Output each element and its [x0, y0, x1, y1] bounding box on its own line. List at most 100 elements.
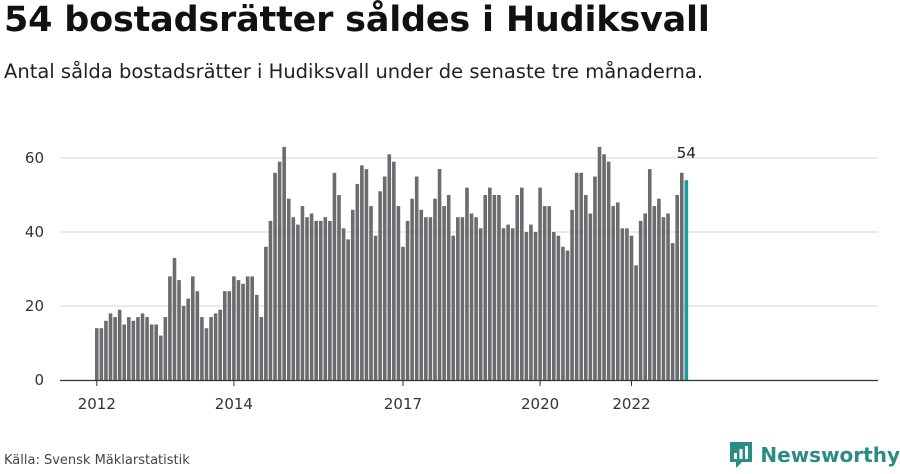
bar [177, 280, 181, 380]
bar [583, 195, 588, 380]
bar [465, 187, 469, 380]
bar [323, 217, 328, 380]
bar [328, 220, 332, 380]
bar [638, 220, 643, 380]
bar [552, 232, 556, 380]
source-note: Källa: Svensk Mäklarstatistik [4, 453, 190, 468]
bar [337, 195, 341, 380]
bar [469, 213, 474, 380]
bar [456, 217, 460, 380]
y-tick-label: 60 [25, 149, 44, 167]
bar [547, 206, 552, 380]
x-axis [60, 379, 878, 386]
bar [661, 217, 666, 380]
bar [163, 317, 168, 380]
bar [190, 276, 195, 380]
bar [675, 195, 679, 380]
bar [259, 317, 264, 380]
bar [579, 172, 584, 380]
bar [122, 324, 127, 380]
bar [460, 217, 465, 380]
x-tick-label: 2012 [78, 395, 116, 413]
bar [574, 172, 579, 380]
bar [264, 246, 268, 380]
page-subtitle: Antal sålda bostadsrätter i Hudiksvall u… [4, 60, 704, 83]
bar [625, 228, 629, 380]
bar [474, 217, 478, 380]
bar [355, 183, 360, 380]
bar [620, 228, 625, 380]
bar [200, 317, 204, 380]
bar [657, 198, 661, 380]
page-title: 54 bostadsrätter såldes i Hudiksvall [4, 0, 710, 40]
bar [282, 146, 286, 380]
bar [113, 317, 117, 380]
bar [533, 232, 538, 380]
bar [538, 187, 542, 380]
bar [410, 198, 414, 380]
bar [286, 198, 291, 380]
bar [643, 213, 647, 380]
bar [346, 239, 350, 380]
bar [606, 161, 611, 380]
bar [529, 224, 533, 380]
labels: 0 20 40 60 2012 2014 2017 2020 2022 54 [25, 144, 696, 413]
bar [204, 328, 209, 380]
bar [634, 265, 638, 380]
bar [506, 224, 510, 380]
bar [556, 235, 561, 380]
bar [99, 328, 104, 380]
bar [442, 206, 446, 380]
bar [524, 232, 529, 380]
bar [300, 206, 305, 380]
bar [117, 309, 122, 380]
bar [360, 165, 364, 380]
latest-value-label: 54 [677, 144, 696, 162]
y-tick-label: 20 [25, 297, 44, 315]
bar [652, 206, 657, 380]
bar [254, 294, 259, 380]
bar [542, 206, 547, 380]
bar [250, 276, 254, 380]
bar [291, 217, 296, 380]
newsworthy-logo-icon [730, 442, 753, 468]
bar [405, 220, 410, 380]
bar [570, 209, 574, 380]
bar [273, 172, 277, 380]
bar [168, 276, 172, 380]
bar [318, 220, 323, 380]
x-tick-label: 2022 [612, 395, 650, 413]
bar [478, 228, 483, 380]
bar [232, 276, 236, 380]
bar [437, 169, 442, 380]
bar [615, 202, 620, 380]
bar [611, 206, 616, 380]
bar [387, 154, 392, 380]
bar [597, 146, 602, 380]
bar [670, 243, 675, 380]
bar [296, 224, 300, 380]
bar [629, 235, 634, 380]
newsworthy-logo-text: Newsworthy [760, 443, 900, 467]
x-tick-label: 2020 [521, 395, 559, 413]
bar [236, 280, 241, 380]
bar [154, 324, 159, 380]
bar [483, 195, 488, 380]
newsworthy-logo: Newsworthy [728, 440, 900, 470]
bar [350, 209, 355, 380]
bar [140, 313, 145, 380]
bar [158, 335, 163, 380]
bar [172, 257, 177, 380]
bar [647, 169, 652, 380]
bar-latest [684, 180, 689, 380]
bar [378, 191, 382, 380]
bar [414, 176, 419, 380]
bar [561, 246, 565, 380]
bar [602, 154, 606, 380]
bar [332, 172, 337, 380]
bar [488, 187, 492, 380]
bar [126, 317, 131, 380]
bar [209, 317, 213, 380]
bar [497, 195, 501, 380]
bar [145, 317, 149, 380]
